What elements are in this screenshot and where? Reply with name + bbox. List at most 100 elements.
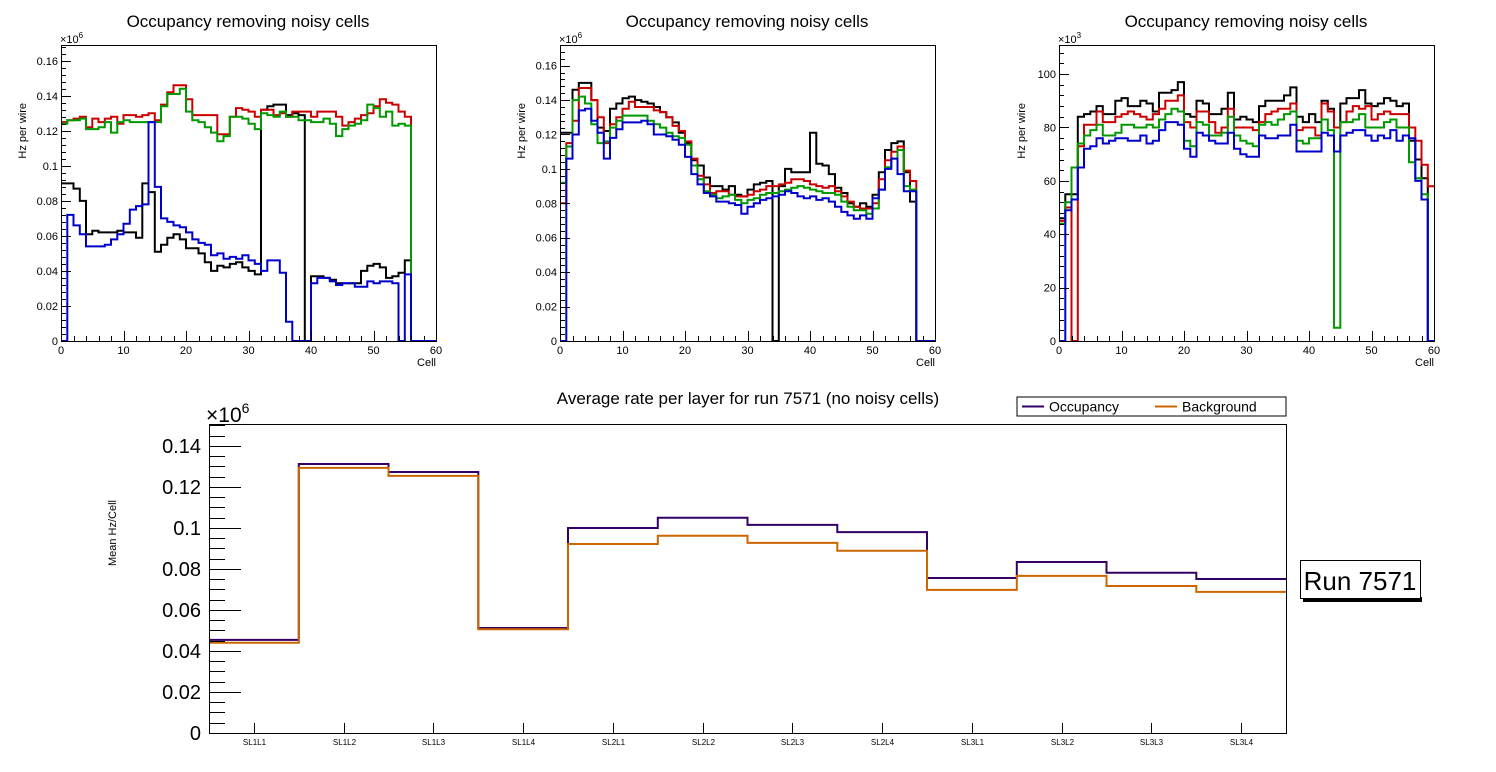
x-tick-label: 40 (1303, 345, 1315, 357)
x-category-label: SL2L3 (781, 738, 805, 747)
x-category-label: SL3L2 (1051, 738, 1075, 747)
layer-chart-multiplier-exp: 6 (242, 400, 250, 416)
series-black-line (1059, 81, 1434, 342)
y-tick-label: 0 (52, 336, 58, 348)
run-label-box: Run 7571 (1300, 560, 1422, 602)
y-tick-label: 60 (1044, 176, 1056, 188)
y-tick-label: 0 (551, 336, 557, 348)
layer-chart-multiplier-base: ×10 (206, 404, 242, 427)
panel-3-multiplier-exp: 3 (1077, 31, 1082, 40)
y-tick-label: 0.04 (37, 266, 58, 278)
series-blue-line (560, 107, 935, 342)
y-tick-label: 0.06 (37, 231, 58, 243)
plot-frame (61, 45, 437, 342)
series-green-line (61, 87, 436, 342)
panel-2-x-label: Cell (916, 357, 935, 369)
x-tick-label: 60 (1428, 345, 1440, 357)
x-category-label: SL3L1 (961, 738, 985, 747)
y-tick-label: 0.12 (536, 129, 557, 141)
y-tick-label: 0.04 (536, 267, 557, 279)
layer-chart-y-label: Mean Hz/Cell (107, 500, 119, 566)
x-tick-label: 60 (430, 345, 442, 357)
y-tick-label: 0.14 (536, 95, 557, 107)
series-green-line (560, 95, 935, 342)
y-tick-label: 0.02 (37, 301, 58, 313)
panel-1-plot-area: 0 0.02 0.04 0.06 0.08 0.1 0.12 0.14 0.16 0 10 20 30 4… (37, 45, 442, 357)
run-label-text: Run 7571 (1304, 566, 1417, 596)
x-category-label: SL3L4 (1230, 738, 1254, 747)
x-tick-label: 30 (242, 345, 254, 357)
x-tick-label: 20 (1178, 345, 1190, 357)
y-tick-label: 0.04 (162, 641, 201, 663)
panel-3-multiplier-base: ×10 (1058, 34, 1077, 46)
run-label-frame (1300, 560, 1421, 599)
y-tick-label: 0.06 (536, 233, 557, 245)
x-tick-label: 30 (1240, 345, 1252, 357)
panel-2-plot-area: 0 0.02 0.04 0.06 0.08 0.1 0.12 0.14 0.16 0 10 20 30 4… (536, 45, 941, 357)
panel-1-y-multiplier: ×106 (60, 31, 84, 46)
panel-3-y-label: Hz per wire (1016, 103, 1028, 159)
y-tick-label: 80 (1044, 122, 1056, 134)
x-tick-label: 50 (367, 345, 379, 357)
y-tick-label: 0.1 (173, 518, 201, 540)
x-tick-label: 10 (1115, 345, 1127, 357)
y-tick-label: 0.08 (162, 559, 201, 581)
x-tick-label: 50 (1365, 345, 1377, 357)
y-tick-label: 0.12 (162, 477, 201, 499)
legend-box (1016, 396, 1287, 417)
x-tick-label: 10 (616, 345, 628, 357)
panel-1-multiplier-exp: 6 (79, 31, 84, 40)
x-tick-label: 0 (557, 345, 563, 357)
x-tick-label: 0 (1056, 345, 1062, 357)
series-green-line (1059, 107, 1434, 342)
series-blue-line (1059, 121, 1434, 342)
y-tick-label: 0.06 (162, 600, 201, 622)
y-tick-label: 0.14 (37, 91, 58, 103)
y-tick-label: 0.14 (162, 436, 201, 458)
x-tick-label: 20 (679, 345, 691, 357)
panel-3: Occupancy removing noisy cells Hz per wi… (1016, 12, 1440, 369)
panel-1-x-label: Cell (417, 357, 436, 369)
series-blue-line (61, 121, 436, 342)
layer-chart-y-multiplier: ×106 (206, 400, 250, 427)
x-tick-label: 40 (804, 345, 816, 357)
plot-frame (560, 45, 936, 342)
series-background-line (209, 466, 1286, 644)
series-black-line (61, 103, 436, 342)
x-category-label: SL2L2 (692, 738, 716, 747)
y-tick-label: 100 (1038, 69, 1056, 81)
x-category-label: SL3L3 (1140, 738, 1164, 747)
x-category-label: SL2L1 (602, 738, 626, 747)
panel-1-title: Occupancy removing noisy cells (127, 12, 370, 31)
panel-3-y-multiplier: ×103 (1058, 31, 1082, 46)
panel-2-y-multiplier: ×106 (559, 31, 583, 46)
panel-1: Occupancy removing noisy cells Hz per wi… (17, 12, 442, 369)
x-category-label: SL2L4 (871, 738, 895, 747)
panel-3-title: Occupancy removing noisy cells (1125, 12, 1368, 31)
y-tick-label: 0.12 (37, 126, 58, 138)
y-tick-label: 20 (1044, 283, 1056, 295)
legend: Occupancy Background (1016, 396, 1287, 417)
run-label-shadow (1303, 597, 1422, 602)
y-tick-label: 0.16 (37, 56, 58, 68)
y-tick-label: 0.08 (536, 198, 557, 210)
panel-2-title: Occupancy removing noisy cells (626, 12, 869, 31)
y-tick-label: 0.16 (536, 61, 557, 73)
y-tick-label: 0.08 (37, 196, 58, 208)
y-tick-label: 0.02 (536, 302, 557, 314)
panel-3-plot-area: 0 20 40 60 80 100 0 10 20 30 40 50 60 (1038, 45, 1440, 357)
y-tick-label: 0 (1050, 336, 1056, 348)
x-tick-label: 60 (929, 345, 941, 357)
x-tick-label: 10 (117, 345, 129, 357)
panel-3-x-label: Cell (1415, 357, 1434, 369)
layer-chart-plot-area: 0 0.02 0.04 0.06 0.08 0.1 0.12 0.14 SL1L1 SL1L2 SL… (162, 424, 1287, 747)
series-occupancy-line (209, 463, 1286, 641)
plot-frame (1059, 45, 1435, 342)
legend-occupancy-label: Occupancy (1049, 399, 1119, 415)
x-tick-label: 30 (741, 345, 753, 357)
panel-2: Occupancy removing noisy cells Hz per wi… (516, 12, 941, 369)
x-tick-label: 20 (180, 345, 192, 357)
x-category-label: SL1L2 (333, 738, 357, 747)
panel-2-y-label: Hz per wire (516, 103, 528, 159)
